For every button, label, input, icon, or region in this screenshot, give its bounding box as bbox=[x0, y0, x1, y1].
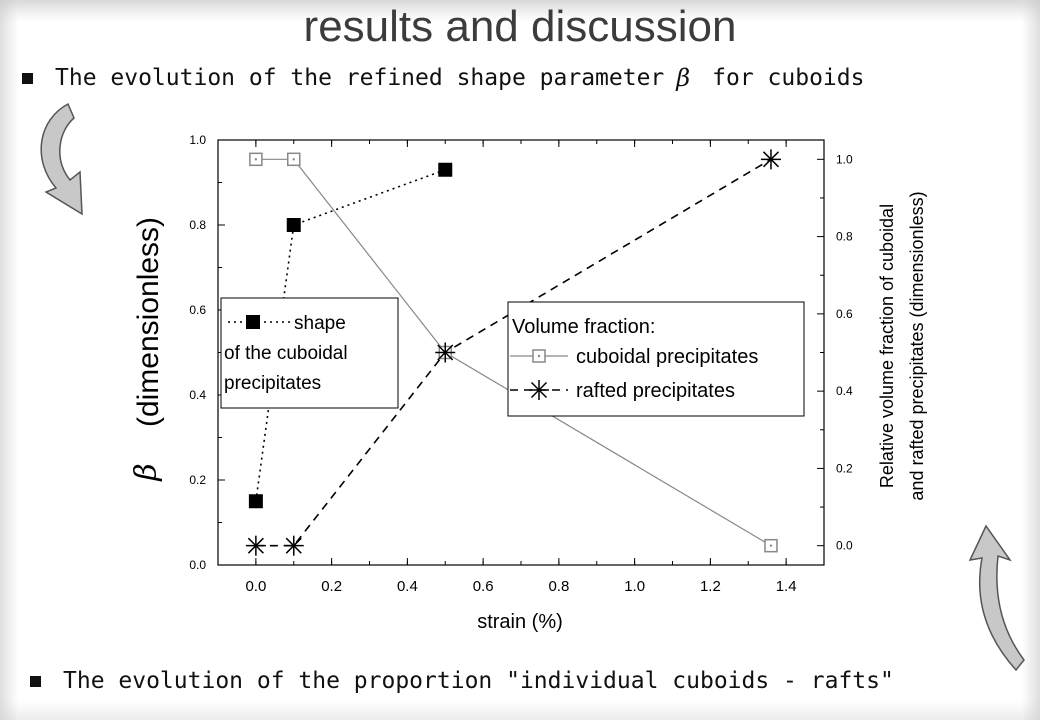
bullet1-text: The evolution of the refined shape param… bbox=[55, 65, 665, 91]
filled-square-marker bbox=[438, 162, 453, 177]
legend-volume-title: Volume fraction: bbox=[512, 316, 655, 338]
y-axis-left-label: (dimensionless) bbox=[132, 217, 165, 427]
legend-shape-text: shape bbox=[294, 313, 346, 334]
bullet-beta-evolution: The evolution of the refined shape param… bbox=[22, 64, 864, 92]
x-tick-label: 0.4 bbox=[397, 578, 418, 595]
bullet-proportion-evolution: The evolution of the proportion "individ… bbox=[30, 668, 894, 694]
asterisk-stroke bbox=[247, 537, 264, 554]
asterisk-marker bbox=[760, 149, 781, 170]
y-left-tick-label: 0.6 bbox=[189, 303, 206, 317]
y-right-tick-label: 0.6 bbox=[836, 307, 853, 321]
x-tick-label: 1.4 bbox=[776, 578, 797, 595]
y-axis-left-symbol: β bbox=[129, 463, 164, 481]
asterisk-marker bbox=[283, 535, 304, 556]
asterisk-marker bbox=[435, 342, 456, 363]
asterisk-stroke bbox=[530, 381, 548, 399]
filled-square-marker bbox=[246, 315, 260, 329]
x-tick-label: 0.0 bbox=[245, 578, 266, 595]
y-right-tick-label: 1.0 bbox=[836, 152, 853, 166]
y-left-tick-label: 0.2 bbox=[189, 473, 206, 487]
series-layer bbox=[245, 149, 781, 556]
asterisk-stroke bbox=[437, 344, 454, 361]
filled-square-marker bbox=[286, 218, 301, 232]
open-square-dot bbox=[769, 544, 773, 547]
open-square-dot bbox=[292, 158, 295, 161]
filled-square-marker bbox=[248, 494, 263, 509]
curved-arrow-down-icon bbox=[40, 102, 83, 216]
y-right-tick-label: 0.0 bbox=[836, 539, 853, 553]
x-tick-label: 0.2 bbox=[321, 578, 342, 595]
open-square-dot bbox=[537, 354, 541, 358]
x-tick-label: 0.8 bbox=[548, 578, 569, 595]
bullet-square-icon bbox=[22, 72, 33, 84]
y-axis-right-label-line1: Relative volume fraction of cuboidal bbox=[877, 204, 897, 488]
x-tick-label: 0.6 bbox=[473, 578, 494, 595]
asterisk-marker bbox=[245, 535, 266, 556]
y-axis-right-label-line2: and rafted precipitates (dimensionless) bbox=[907, 191, 927, 500]
legend-shape-box bbox=[220, 297, 399, 409]
series-line-2 bbox=[255, 158, 772, 547]
axes-layer: 0.0 0.2 0.4 0.6 0.8 1.0 1.2 1.4 0.0 0.2 0.4 0.6 0.8 1… bbox=[189, 133, 853, 595]
beta-symbol: β bbox=[676, 64, 691, 92]
x-tick-label: 1.0 bbox=[624, 578, 645, 595]
asterisk-stroke bbox=[285, 537, 302, 554]
y-left-tick-label: 0.4 bbox=[189, 388, 206, 402]
open-square-dot bbox=[254, 158, 258, 161]
labels-layer: strain (%) β (dimensionless) Relative vo… bbox=[129, 191, 927, 633]
legend-layer: shape of the cuboidal precipitates Volume f… bbox=[220, 297, 805, 417]
curved-arrow-up-icon bbox=[968, 524, 1025, 672]
x-tick-label: 1.2 bbox=[700, 578, 721, 595]
legend-rafted-label: rafted precipitates bbox=[576, 380, 735, 402]
y-left-tick-label: 0.0 bbox=[189, 558, 206, 572]
series-line-1 bbox=[255, 158, 772, 547]
y-right-tick-label: 0.2 bbox=[836, 461, 853, 475]
legend-cuboidal-label: cuboidal precipitates bbox=[576, 346, 758, 368]
asterisk-marker bbox=[529, 380, 549, 400]
slide-title: results and discussion bbox=[303, 2, 737, 51]
asterisk-stroke bbox=[762, 151, 780, 168]
bullet-square-icon bbox=[30, 675, 41, 687]
y-right-tick-label: 0.8 bbox=[836, 230, 853, 244]
y-left-tick-label: 0.8 bbox=[189, 218, 206, 232]
y-left-tick-label: 1.0 bbox=[189, 133, 206, 147]
legend-shape-text: of the cuboidal bbox=[224, 343, 348, 364]
y-right-tick-label: 0.4 bbox=[836, 384, 853, 398]
legend-shape-text: precipitates bbox=[224, 373, 321, 394]
bullet1-tail: for cuboids bbox=[712, 65, 865, 91]
bullet2-text: The evolution of the proportion "individ… bbox=[63, 668, 894, 694]
x-axis-label: strain (%) bbox=[477, 611, 563, 633]
legend-volume-box bbox=[507, 301, 805, 417]
